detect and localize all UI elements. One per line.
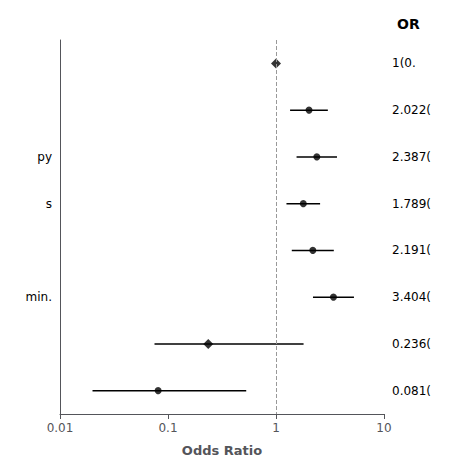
svg-text:1: 1 — [272, 421, 280, 435]
svg-text:s: s — [46, 197, 52, 211]
svg-text:3.404(: 3.404( — [392, 290, 431, 304]
svg-text:0.081(: 0.081( — [392, 384, 431, 398]
svg-text:2.022(: 2.022( — [392, 103, 431, 117]
svg-text:2.191(: 2.191( — [392, 243, 431, 257]
svg-text:0.1: 0.1 — [158, 421, 177, 435]
svg-text:2.387(: 2.387( — [392, 150, 431, 164]
svg-text:0.01: 0.01 — [47, 421, 74, 435]
svg-text:0.236(: 0.236( — [392, 337, 431, 351]
svg-text:py: py — [37, 150, 52, 164]
svg-text:10: 10 — [376, 421, 391, 435]
svg-text:OR: OR — [397, 16, 420, 32]
svg-text:Odds Ratio: Odds Ratio — [182, 443, 262, 458]
svg-text:1(0.: 1(0. — [392, 56, 416, 70]
svg-text:min.: min. — [26, 290, 52, 304]
svg-text:1.789(: 1.789( — [392, 197, 431, 211]
